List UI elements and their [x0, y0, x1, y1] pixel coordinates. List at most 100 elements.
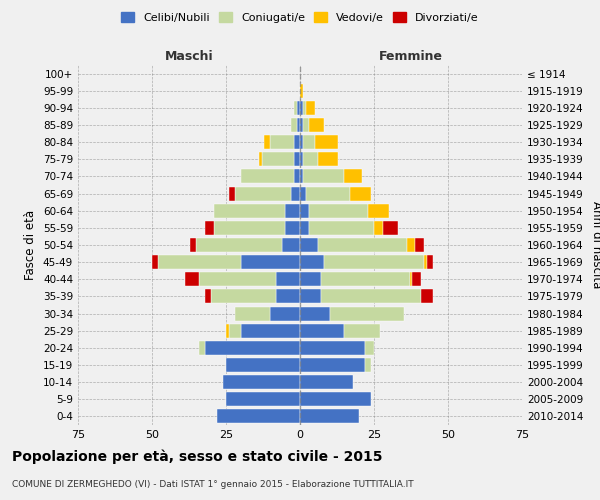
Bar	[158, 255, 241, 269]
Bar	[309, 204, 368, 218]
Bar	[196, 238, 282, 252]
Bar	[152, 255, 158, 269]
Bar	[214, 204, 285, 218]
Bar	[262, 152, 294, 166]
Bar	[303, 101, 306, 115]
Bar	[294, 135, 300, 149]
Bar	[424, 255, 427, 269]
Bar	[277, 272, 300, 286]
Bar	[300, 410, 359, 424]
Bar	[300, 101, 303, 115]
Bar	[300, 135, 303, 149]
Bar	[415, 238, 424, 252]
Bar	[300, 375, 353, 389]
Bar	[226, 358, 300, 372]
Bar	[300, 186, 306, 200]
Bar	[318, 152, 338, 166]
Bar	[427, 255, 433, 269]
Bar	[185, 272, 199, 286]
Bar	[309, 118, 323, 132]
Y-axis label: Fasce di età: Fasce di età	[25, 210, 37, 280]
Bar	[294, 101, 297, 115]
Bar	[241, 170, 294, 183]
Bar	[303, 170, 344, 183]
Bar	[294, 152, 300, 166]
Bar	[303, 135, 315, 149]
Bar	[199, 272, 277, 286]
Bar	[344, 324, 380, 338]
Text: Femmine: Femmine	[379, 50, 443, 64]
Bar	[300, 170, 303, 183]
Legend: Celibi/Nubili, Coniugati/e, Vedovi/e, Divorziati/e: Celibi/Nubili, Coniugati/e, Vedovi/e, Di…	[117, 8, 483, 28]
Bar	[383, 221, 398, 235]
Bar	[291, 186, 300, 200]
Bar	[229, 324, 241, 338]
Bar	[291, 118, 297, 132]
Bar	[297, 101, 300, 115]
Bar	[321, 272, 410, 286]
Bar	[303, 152, 318, 166]
Bar	[306, 101, 315, 115]
Bar	[199, 341, 205, 355]
Bar	[344, 170, 362, 183]
Bar	[323, 255, 424, 269]
Bar	[223, 375, 300, 389]
Bar	[300, 238, 318, 252]
Bar	[282, 238, 300, 252]
Bar	[294, 170, 300, 183]
Bar	[412, 272, 421, 286]
Bar	[300, 324, 344, 338]
Bar	[329, 306, 404, 320]
Bar	[300, 255, 323, 269]
Bar	[235, 306, 271, 320]
Bar	[226, 324, 229, 338]
Bar	[300, 341, 365, 355]
Bar	[241, 324, 300, 338]
Bar	[241, 255, 300, 269]
Text: Maschi: Maschi	[164, 50, 214, 64]
Bar	[365, 341, 374, 355]
Bar	[229, 186, 235, 200]
Bar	[205, 290, 211, 304]
Bar	[374, 221, 383, 235]
Bar	[407, 238, 415, 252]
Bar	[285, 221, 300, 235]
Bar	[306, 186, 350, 200]
Bar	[300, 221, 309, 235]
Bar	[190, 238, 196, 252]
Bar	[226, 392, 300, 406]
Bar	[277, 290, 300, 304]
Bar	[309, 221, 374, 235]
Bar	[300, 358, 365, 372]
Bar	[303, 118, 309, 132]
Bar	[315, 135, 338, 149]
Bar	[217, 410, 300, 424]
Bar	[365, 358, 371, 372]
Bar	[259, 152, 262, 166]
Bar	[271, 135, 294, 149]
Bar	[205, 341, 300, 355]
Bar	[321, 290, 421, 304]
Y-axis label: Anni di nascita: Anni di nascita	[590, 202, 600, 288]
Bar	[300, 204, 309, 218]
Text: COMUNE DI ZERMEGHEDO (VI) - Dati ISTAT 1° gennaio 2015 - Elaborazione TUTTITALIA: COMUNE DI ZERMEGHEDO (VI) - Dati ISTAT 1…	[12, 480, 413, 489]
Bar	[350, 186, 371, 200]
Bar	[300, 152, 303, 166]
Text: Popolazione per età, sesso e stato civile - 2015: Popolazione per età, sesso e stato civil…	[12, 450, 383, 464]
Bar	[300, 84, 303, 98]
Bar	[265, 135, 271, 149]
Bar	[271, 306, 300, 320]
Bar	[214, 221, 285, 235]
Bar	[285, 204, 300, 218]
Bar	[211, 290, 277, 304]
Bar	[205, 221, 214, 235]
Bar	[368, 204, 389, 218]
Bar	[318, 238, 407, 252]
Bar	[235, 186, 291, 200]
Bar	[421, 290, 433, 304]
Bar	[300, 272, 321, 286]
Bar	[300, 306, 329, 320]
Bar	[297, 118, 300, 132]
Bar	[410, 272, 412, 286]
Bar	[300, 290, 321, 304]
